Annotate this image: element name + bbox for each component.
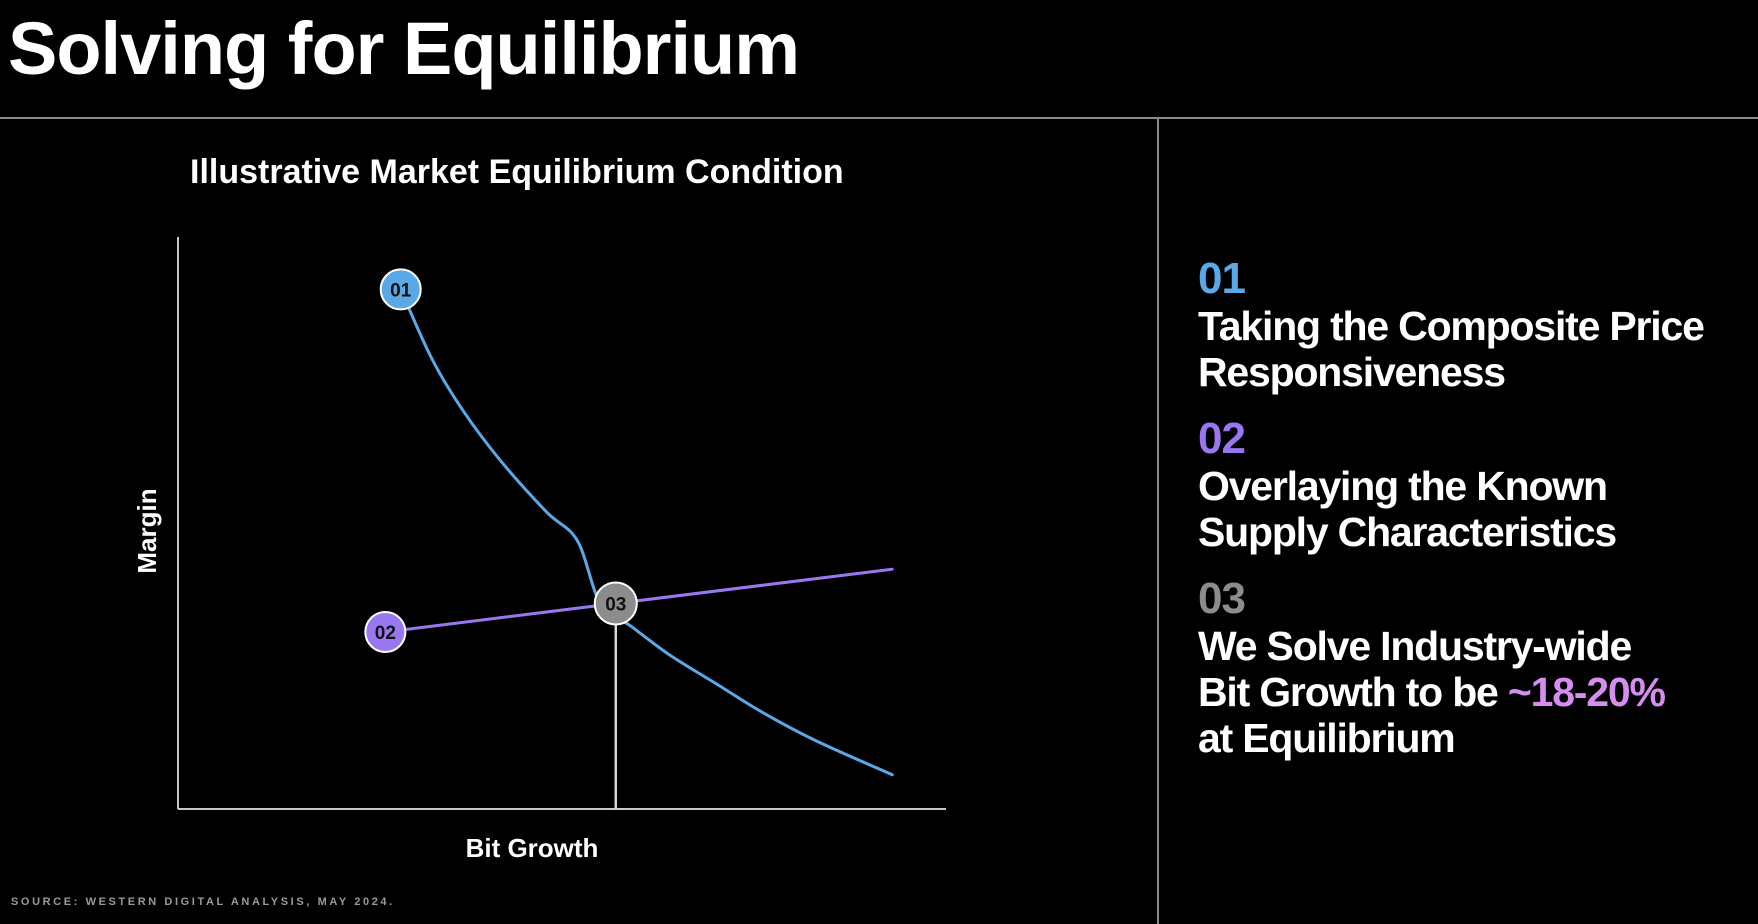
chart-title: Illustrative Market Equilibrium Conditio… [190,153,844,191]
x-axis-label: Bit Growth [466,833,599,863]
series-line-01 [399,287,894,777]
step-number: 02 [1198,414,1246,463]
step-text-line: We Solve Industry-wide [1198,623,1632,669]
step-02: 02 Overlaying the Known Supply Character… [1198,414,1758,556]
step-text-line: Supply Characteristics [1198,509,1617,555]
step-03: 03 We Solve Industry-wide Bit Growth to … [1198,574,1758,762]
step-text-line: Taking the Composite Price [1198,303,1705,349]
series-01-label: 01 [390,280,412,301]
panel-divider [1157,118,1159,924]
series-02-label: 02 [375,623,396,644]
step-text-line: Responsiveness [1198,349,1506,395]
equilibrium-point-label: 03 [605,594,626,615]
series-line-02 [383,567,894,634]
step-text-line: at Equilibrium [1198,715,1456,761]
series-01-marker [379,268,422,311]
series-02-marker [364,610,407,653]
header-divider [0,117,1758,119]
step-number: 03 [1198,574,1246,623]
y-axis-label: Margin [132,488,162,573]
source-note: SOURCE: WESTERN DIGITAL ANALYSIS, MAY 20… [11,896,395,908]
highlight-value: ~18-20% [1507,669,1666,715]
equilibrium-point-marker [593,581,638,626]
step-number: 01 [1198,254,1246,303]
step-text-line: Bit Growth to be ~18-20% [1198,669,1758,715]
steps-panel: 01 Taking the Composite Price Responsive… [1198,255,1758,781]
step-text-line: Overlaying the Known [1198,463,1608,509]
page-title: Solving for Equilibrium [8,7,800,90]
equilibrium-chart: Bit Growth Margin 01 02 03 [132,237,946,863]
step-text-segment: Bit Growth to be [1198,669,1508,715]
step-01: 01 Taking the Composite Price Responsive… [1198,254,1758,396]
